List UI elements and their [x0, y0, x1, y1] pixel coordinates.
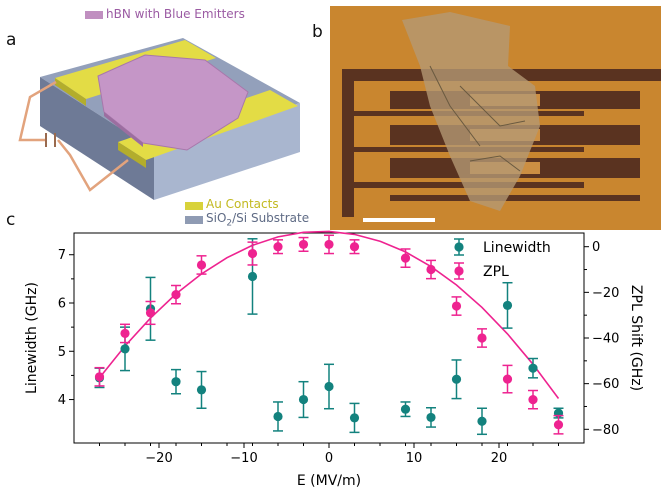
panel-c-label: c: [6, 210, 16, 230]
x-tick-label: −20: [145, 451, 172, 466]
zpl-point: [528, 395, 538, 405]
zpl-point: [553, 420, 564, 430]
zpl-point: [171, 290, 181, 300]
substrate-legend-swatch: [185, 216, 203, 224]
zpl-point: [426, 264, 436, 275]
linewidth-point: [298, 394, 309, 405]
y-left-tick-label: 4: [58, 393, 66, 408]
substrate-left-face: [40, 77, 154, 200]
zpl-point: [120, 328, 130, 339]
linewidth-point: [324, 381, 334, 392]
chart-plot-area: −20 −10 0 10 20 4 5 6 7 0 −20 −40 −60 −80 E (MV/m) Line…: [24, 230, 644, 489]
zpl-point: [273, 242, 283, 252]
hbn-flake-image: [402, 12, 540, 211]
linewidth-point: [120, 344, 130, 354]
y-right-tick-label: −80: [592, 423, 619, 438]
legend-linewidth-label: Linewidth: [483, 240, 551, 256]
x-tick-label: −10: [230, 451, 257, 466]
au-contact-bottom-right-side: [118, 142, 146, 168]
schematic-drawing: [18, 38, 300, 200]
zpl-point: [477, 333, 487, 343]
zpl-point: [94, 372, 105, 382]
flake-crack-3: [469, 155, 521, 172]
linewidth-point: [426, 412, 436, 423]
flake-crack-2: [459, 85, 526, 127]
x-tick-label: 0: [325, 451, 333, 466]
y-left-tick-label: 6: [58, 297, 66, 312]
zpl-point: [324, 239, 334, 250]
zpl-point: [145, 308, 156, 318]
wire-right: [57, 139, 129, 192]
hbn-flake-edge: [104, 112, 143, 147]
zpl-point: [349, 242, 360, 252]
y-right-axis-label: ZPL Shift (GHz): [628, 285, 644, 391]
linewidth-point: [400, 404, 411, 414]
scale-bar: [363, 218, 435, 222]
substrate-legend-prefix: SiO: [206, 211, 227, 225]
panel-b-label: b: [312, 22, 323, 42]
electrode-frame-left: [342, 69, 354, 217]
au-contact-top-left-side: [55, 78, 86, 106]
linewidth-point: [171, 377, 181, 387]
au-legend-label: Au Contacts: [206, 197, 279, 211]
y-left-tick-label: 7: [58, 248, 66, 263]
substrate-front-face: [154, 103, 300, 200]
zpl-point: [298, 239, 309, 250]
linewidth-point: [451, 374, 462, 384]
au-legend-swatch: [185, 202, 203, 210]
chart: −20 −10 0 10 20 4 5 6 7 0 −20 −40 −60 −80 E (MV/m) Line…: [24, 230, 644, 489]
wire-left: [18, 80, 57, 142]
legend-zpl-marker: [454, 266, 464, 276]
substrate-legend-label: SiO2/Si Substrate: [206, 211, 309, 228]
zpl-point: [502, 374, 513, 384]
linewidth-point: [349, 413, 360, 423]
linewidth-point: [247, 271, 258, 282]
zpl-point: [400, 253, 411, 263]
zpl-point: [247, 248, 258, 259]
x-axis-label: E (MV/m): [297, 473, 361, 489]
x-tick-label: 20: [491, 451, 508, 466]
zpl-point: [451, 301, 462, 311]
optical-micrograph: [330, 6, 661, 230]
substrate-legend-suffix: /Si Substrate: [232, 211, 310, 225]
linewidth-point: [196, 385, 207, 395]
device-schematic: hBN with Blue Emitters Au Contacts SiO2/…: [0, 0, 320, 232]
legend-zpl-label: ZPL: [483, 264, 509, 280]
x-tick-label: 10: [406, 451, 423, 466]
panel-a-label: a: [6, 30, 17, 50]
hbn-legend-swatch: [85, 11, 103, 19]
y-right-tick-label: −40: [592, 332, 619, 347]
linewidth-point: [528, 363, 538, 373]
y-right-tick-label: −60: [592, 377, 619, 392]
flake-crack-1: [429, 65, 481, 147]
linewidth-point: [502, 300, 513, 311]
y-left-axis-label: Linewidth (GHz): [24, 282, 40, 394]
y-left-tick-label: 5: [58, 345, 66, 360]
y-right-tick-label: −20: [592, 286, 619, 301]
substrate-legend-sub: 2: [226, 218, 233, 229]
linewidth-point: [477, 416, 487, 426]
zpl-point: [196, 260, 207, 270]
electrode-finger-7: [390, 195, 640, 201]
linewidth-point: [273, 411, 283, 422]
legend-linewidth-marker: [454, 242, 464, 252]
y-right-tick-label: 0: [592, 240, 600, 255]
hbn-legend-label: hBN with Blue Emitters: [106, 7, 245, 21]
